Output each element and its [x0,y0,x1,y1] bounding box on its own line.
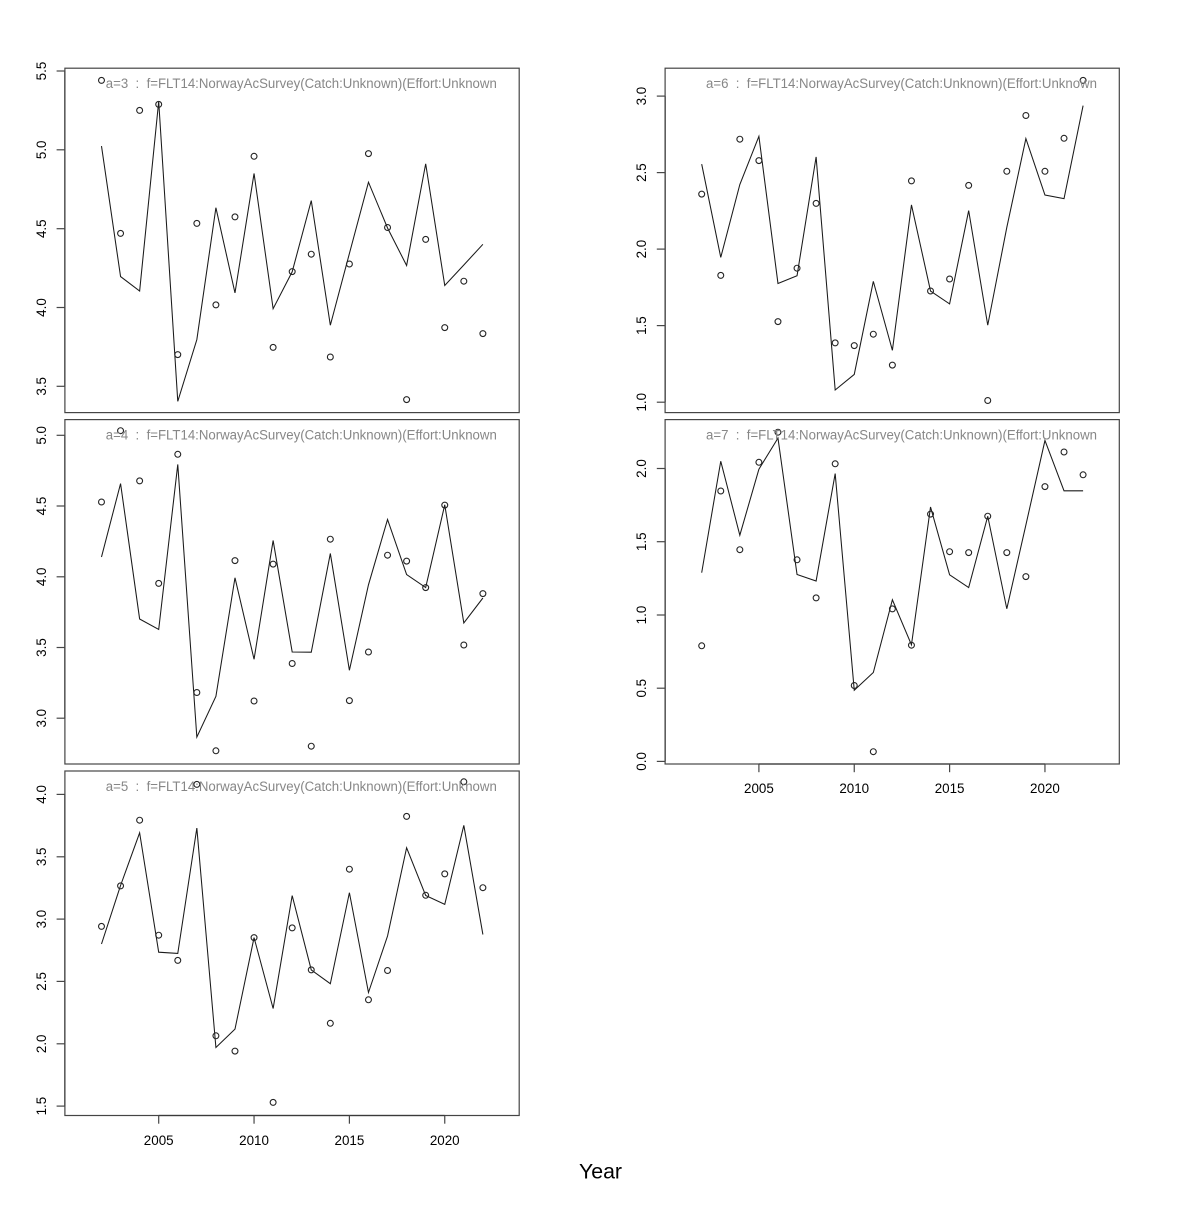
svg-text:1.0: 1.0 [634,393,649,412]
svg-text:2015: 2015 [335,1133,365,1148]
svg-text:a=4 : f=FLT14:NorwayAcSurvey: a=4 : f=FLT14:NorwayAcSurvey(Catch:Unkno… [106,428,497,443]
svg-text:Year: Year [579,1159,622,1183]
svg-text:4.0: 4.0 [34,785,49,804]
svg-text:a=5 : f=FLT14:NorwayAcSurvey: a=5 : f=FLT14:NorwayAcSurvey(Catch:Unkno… [106,779,497,794]
svg-text:2020: 2020 [1030,781,1060,796]
svg-text:3.5: 3.5 [34,638,49,657]
svg-text:a=6 : f=FLT14:NorwayAcSurvey: a=6 : f=FLT14:NorwayAcSurvey(Catch:Unkno… [706,76,1097,91]
svg-text:1.5: 1.5 [634,532,649,551]
svg-text:5.0: 5.0 [34,140,49,159]
svg-text:4.5: 4.5 [34,219,49,238]
svg-text:5.5: 5.5 [34,62,49,81]
svg-text:2.0: 2.0 [634,459,649,478]
svg-text:4.0: 4.0 [34,567,49,586]
svg-text:2.5: 2.5 [634,163,649,182]
svg-text:3.0: 3.0 [634,87,649,106]
svg-text:1.5: 1.5 [634,316,649,335]
svg-text:a=7 : f=FLT14:NorwayAcSurvey: a=7 : f=FLT14:NorwayAcSurvey(Catch:Unkno… [706,428,1097,443]
svg-text:5.0: 5.0 [34,426,49,445]
svg-text:4.0: 4.0 [34,298,49,317]
svg-text:2015: 2015 [935,781,965,796]
svg-text:3.0: 3.0 [34,709,49,728]
svg-text:1.5: 1.5 [34,1097,49,1116]
svg-text:2010: 2010 [839,781,869,796]
svg-text:2.5: 2.5 [34,972,49,991]
svg-text:a=3 : f=FLT14:NorwayAcSurvey: a=3 : f=FLT14:NorwayAcSurvey(Catch:Unkno… [106,76,497,91]
svg-text:2010: 2010 [239,1133,269,1148]
svg-text:3.0: 3.0 [34,910,49,929]
svg-text:3.5: 3.5 [34,377,49,396]
svg-text:2005: 2005 [744,781,774,796]
svg-text:2.0: 2.0 [634,240,649,259]
svg-text:4.5: 4.5 [34,497,49,516]
svg-text:0.0: 0.0 [634,752,649,771]
svg-text:2020: 2020 [430,1133,460,1148]
svg-text:3.5: 3.5 [34,847,49,866]
svg-text:1.0: 1.0 [634,606,649,625]
svg-text:2.0: 2.0 [34,1034,49,1053]
svg-text:2005: 2005 [144,1133,174,1148]
svg-text:0.5: 0.5 [634,679,649,698]
